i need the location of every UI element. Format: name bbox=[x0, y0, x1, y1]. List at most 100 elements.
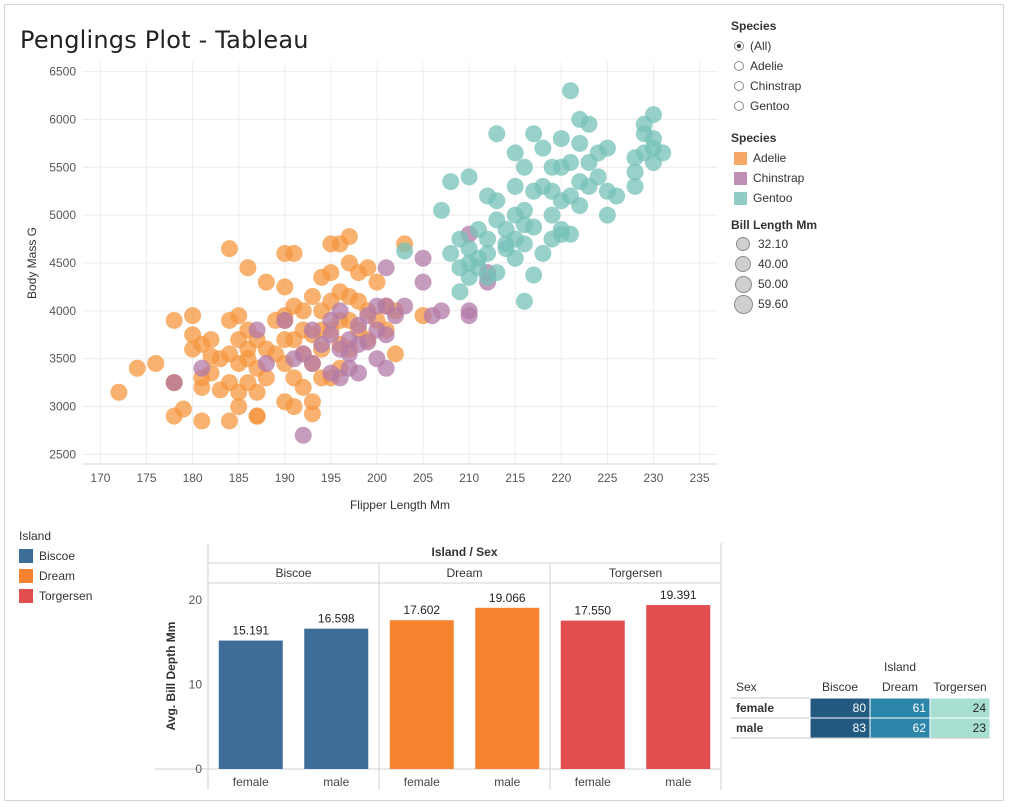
scatter-point-chinstrap[interactable] bbox=[248, 321, 266, 339]
scatter-point-gentoo[interactable] bbox=[644, 106, 662, 124]
scatter-point-adelie[interactable] bbox=[386, 345, 404, 363]
scatter-point-gentoo[interactable] bbox=[525, 125, 543, 143]
scatter-point-adelie[interactable] bbox=[147, 355, 165, 372]
scatter-point-gentoo[interactable] bbox=[534, 244, 552, 262]
scatter-point-gentoo[interactable] bbox=[534, 139, 552, 157]
scatter-point-gentoo[interactable] bbox=[515, 235, 533, 253]
scatter-point-adelie[interactable] bbox=[248, 407, 266, 425]
scatter-point-gentoo[interactable] bbox=[562, 82, 580, 100]
scatter-point-gentoo[interactable] bbox=[488, 192, 506, 210]
scatter-point-adelie[interactable] bbox=[294, 378, 312, 396]
scatter-point-adelie[interactable] bbox=[303, 393, 321, 411]
scatter-point-adelie[interactable] bbox=[285, 244, 303, 262]
scatter-point-gentoo[interactable] bbox=[525, 218, 543, 236]
island-legend-item[interactable]: Biscoe bbox=[19, 549, 75, 563]
scatter-point-gentoo[interactable] bbox=[432, 201, 450, 219]
scatter-point-adelie[interactable] bbox=[248, 383, 266, 401]
scatter-point-gentoo[interactable] bbox=[515, 292, 533, 310]
scatter-point-gentoo[interactable] bbox=[442, 173, 460, 191]
scatter-point-adelie[interactable] bbox=[110, 383, 128, 401]
radio-icon[interactable] bbox=[734, 101, 744, 111]
scatter-point-chinstrap[interactable] bbox=[377, 359, 395, 377]
scatter-point-gentoo[interactable] bbox=[442, 244, 460, 262]
species-filter-option[interactable]: Chinstrap bbox=[734, 79, 801, 93]
species-filter-option[interactable]: Adelie bbox=[734, 59, 783, 73]
scatter-point-gentoo[interactable] bbox=[562, 154, 580, 171]
scatter-point-chinstrap[interactable] bbox=[257, 355, 275, 372]
scatter-point-adelie[interactable] bbox=[165, 311, 183, 329]
scatter-point-gentoo[interactable] bbox=[506, 249, 524, 267]
scatter-point-gentoo[interactable] bbox=[506, 144, 524, 162]
scatter-point-adelie[interactable] bbox=[184, 307, 202, 325]
scatter-point-gentoo[interactable] bbox=[451, 283, 469, 301]
scatter-point-gentoo[interactable] bbox=[571, 197, 589, 215]
bar-torgersen-male[interactable] bbox=[646, 605, 711, 769]
scatter-point-chinstrap[interactable] bbox=[414, 249, 432, 267]
scatter-point-adelie[interactable] bbox=[303, 288, 321, 305]
scatter-point-gentoo[interactable] bbox=[626, 163, 644, 181]
scatter-point-adelie[interactable] bbox=[239, 340, 257, 358]
scatter-point-gentoo[interactable] bbox=[460, 168, 478, 186]
scatter-point-gentoo[interactable] bbox=[598, 206, 616, 224]
scatter-point-chinstrap[interactable] bbox=[460, 302, 478, 320]
scatter-point-adelie[interactable] bbox=[322, 264, 340, 282]
scatter-point-gentoo[interactable] bbox=[571, 134, 589, 152]
scatter-point-gentoo[interactable] bbox=[626, 177, 644, 195]
scatter-point-adelie[interactable] bbox=[174, 400, 192, 418]
scatter-point-chinstrap[interactable] bbox=[276, 311, 294, 329]
species-legend-item[interactable]: Adelie bbox=[734, 151, 786, 165]
scatter-point-adelie[interactable] bbox=[128, 359, 146, 377]
scatter-point-chinstrap[interactable] bbox=[322, 326, 340, 344]
scatter-point-chinstrap[interactable] bbox=[414, 273, 432, 291]
bar-biscoe-female[interactable] bbox=[218, 640, 283, 769]
scatter-point-gentoo[interactable] bbox=[543, 206, 561, 224]
scatter-point-gentoo[interactable] bbox=[654, 144, 672, 162]
scatter-point-chinstrap[interactable] bbox=[396, 297, 414, 315]
scatter-point-adelie[interactable] bbox=[193, 412, 211, 430]
scatter-point-gentoo[interactable] bbox=[488, 125, 506, 143]
scatter-point-adelie[interactable] bbox=[257, 369, 275, 387]
scatter-point-gentoo[interactable] bbox=[396, 242, 414, 260]
scatter-point-adelie[interactable] bbox=[220, 412, 238, 430]
species-filter-option[interactable]: (All) bbox=[734, 39, 771, 53]
scatter-point-chinstrap[interactable] bbox=[377, 326, 395, 344]
scatter-point-adelie[interactable] bbox=[239, 259, 257, 277]
scatter-point-gentoo[interactable] bbox=[479, 230, 497, 248]
species-legend-item[interactable]: Gentoo bbox=[734, 191, 792, 205]
scatter-point-chinstrap[interactable] bbox=[165, 374, 183, 392]
scatter-point-gentoo[interactable] bbox=[589, 168, 607, 186]
scatter-point-adelie[interactable] bbox=[285, 398, 303, 416]
scatter-point-gentoo[interactable] bbox=[580, 115, 598, 133]
scatter-point-gentoo[interactable] bbox=[525, 266, 543, 284]
scatter-point-gentoo[interactable] bbox=[598, 139, 616, 157]
scatter-point-gentoo[interactable] bbox=[608, 187, 626, 205]
scatter-point-chinstrap[interactable] bbox=[331, 302, 349, 320]
scatter-point-adelie[interactable] bbox=[303, 405, 321, 423]
species-legend-item[interactable]: Chinstrap bbox=[734, 171, 804, 185]
scatter-point-chinstrap[interactable] bbox=[377, 259, 395, 277]
scatter-point-chinstrap[interactable] bbox=[303, 321, 321, 339]
scatter-point-chinstrap[interactable] bbox=[359, 333, 377, 351]
radio-icon[interactable] bbox=[734, 61, 744, 71]
scatter-point-adelie[interactable] bbox=[193, 335, 211, 353]
scatter-point-adelie[interactable] bbox=[257, 273, 275, 291]
bar-biscoe-male[interactable] bbox=[304, 628, 369, 769]
bar-dream-female[interactable] bbox=[389, 620, 454, 769]
scatter-point-adelie[interactable] bbox=[294, 302, 312, 320]
scatter-point-gentoo[interactable] bbox=[552, 130, 570, 148]
scatter-point-gentoo[interactable] bbox=[479, 244, 497, 262]
scatter-point-adelie[interactable] bbox=[359, 259, 377, 277]
island-legend-item[interactable]: Torgersen bbox=[19, 589, 92, 603]
scatter-point-adelie[interactable] bbox=[220, 240, 238, 258]
bar-torgersen-female[interactable] bbox=[560, 620, 625, 769]
scatter-point-adelie[interactable] bbox=[211, 350, 229, 368]
scatter-point-gentoo[interactable] bbox=[515, 158, 533, 176]
species-filter-option[interactable]: Gentoo bbox=[734, 99, 789, 113]
scatter-plot[interactable]: 170 175 180 185 190 195 200 205 210 215 220 225 230 2… bbox=[0, 0, 1009, 520]
scatter-point-gentoo[interactable] bbox=[479, 268, 497, 286]
radio-icon[interactable] bbox=[734, 81, 744, 91]
scatter-point-chinstrap[interactable] bbox=[303, 355, 321, 372]
bar-dream-male[interactable] bbox=[475, 607, 540, 769]
radio-icon[interactable] bbox=[734, 41, 744, 51]
